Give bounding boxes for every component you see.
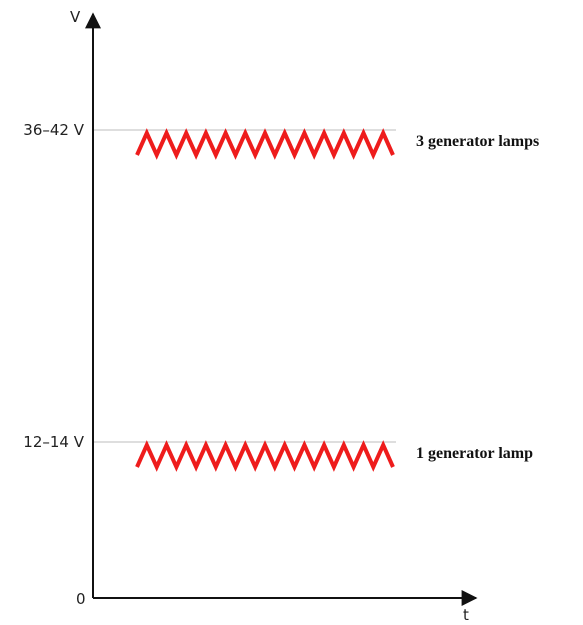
tick-label-36-42: 36–42 V <box>23 121 84 139</box>
origin-label: 0 <box>76 590 86 608</box>
y-axis-label: V <box>70 8 81 26</box>
series-3-generator-lamps <box>135 128 395 160</box>
series-1-generator-lamp <box>135 440 395 472</box>
series-label-1-generator-lamp: 1 generator lamp <box>416 445 533 462</box>
tick-label-12-14: 12–14 V <box>23 433 84 451</box>
series-label-3-generator-lamps: 3 generator lamps <box>416 133 539 150</box>
x-axis-label: t <box>463 606 469 624</box>
